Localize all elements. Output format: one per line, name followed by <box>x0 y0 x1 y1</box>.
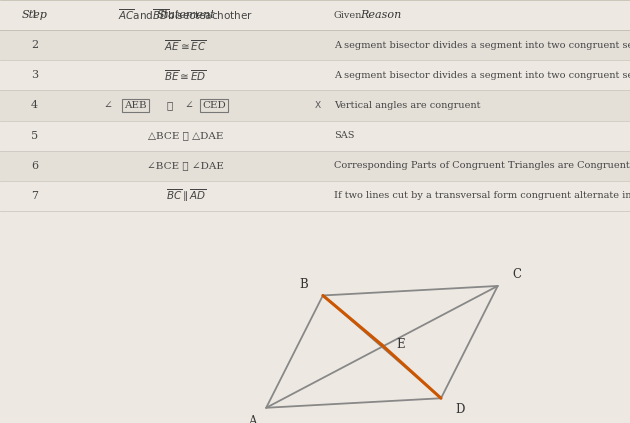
Text: X: X <box>315 101 321 110</box>
Text: D: D <box>455 403 464 416</box>
Text: Reason: Reason <box>360 10 402 20</box>
Bar <box>0 0 630 30</box>
Text: ∠: ∠ <box>185 101 193 110</box>
Text: △BCE ≅ △DAE: △BCE ≅ △DAE <box>148 131 224 140</box>
Bar <box>0 30 630 60</box>
Text: $\overline{AE}\mathrm{\cong}\overline{EC}$: $\overline{AE}\mathrm{\cong}\overline{EC… <box>164 38 207 52</box>
Text: A segment bisector divides a segment into two congruent segments: A segment bisector divides a segment int… <box>334 71 630 80</box>
Text: Vertical angles are congruent: Vertical angles are congruent <box>334 101 481 110</box>
Text: C: C <box>512 268 521 281</box>
Text: ∠BCE ≅ ∠DAE: ∠BCE ≅ ∠DAE <box>147 161 224 170</box>
Text: 5: 5 <box>31 131 38 140</box>
Text: B: B <box>300 277 308 291</box>
Text: SAS: SAS <box>334 131 355 140</box>
Bar <box>0 121 630 151</box>
Text: A segment bisector divides a segment into two congruent segments: A segment bisector divides a segment int… <box>334 41 630 50</box>
Text: ≅: ≅ <box>167 101 173 110</box>
Text: Statement: Statement <box>156 10 215 20</box>
Text: 2: 2 <box>31 40 38 50</box>
Bar <box>0 151 630 181</box>
Text: 6: 6 <box>31 161 38 171</box>
Text: Step: Step <box>21 10 48 20</box>
Text: $\overline{BC}\mathrm{\parallel}\overline{AD}$: $\overline{BC}\mathrm{\parallel}\overlin… <box>166 188 206 204</box>
Bar <box>0 60 630 91</box>
Text: CED: CED <box>202 101 226 110</box>
Text: ∠: ∠ <box>104 101 113 110</box>
Bar <box>0 91 630 121</box>
Text: A: A <box>248 415 256 423</box>
Text: If two lines cut by a transversal form congruent alternate interior angles, then: If two lines cut by a transversal form c… <box>334 191 630 201</box>
Text: 4: 4 <box>31 101 38 110</box>
Text: Corresponding Parts of Congruent Triangles are Congruent (CPCTC): Corresponding Parts of Congruent Triangl… <box>334 161 630 170</box>
Text: AEB: AEB <box>124 101 147 110</box>
Text: 7: 7 <box>31 191 38 201</box>
Text: 1: 1 <box>31 10 38 20</box>
Bar <box>0 0 630 30</box>
Text: Given: Given <box>334 11 362 19</box>
Text: 3: 3 <box>31 70 38 80</box>
Text: $\overline{AC}\mathrm{and}\overline{BD}\mathrm{bisect each other}$: $\overline{AC}\mathrm{and}\overline{BD}\… <box>118 8 253 22</box>
Bar <box>0 181 630 211</box>
Text: $\overline{BE}\mathrm{\cong}\overline{ED}$: $\overline{BE}\mathrm{\cong}\overline{ED… <box>164 68 207 83</box>
Text: E: E <box>396 338 405 352</box>
